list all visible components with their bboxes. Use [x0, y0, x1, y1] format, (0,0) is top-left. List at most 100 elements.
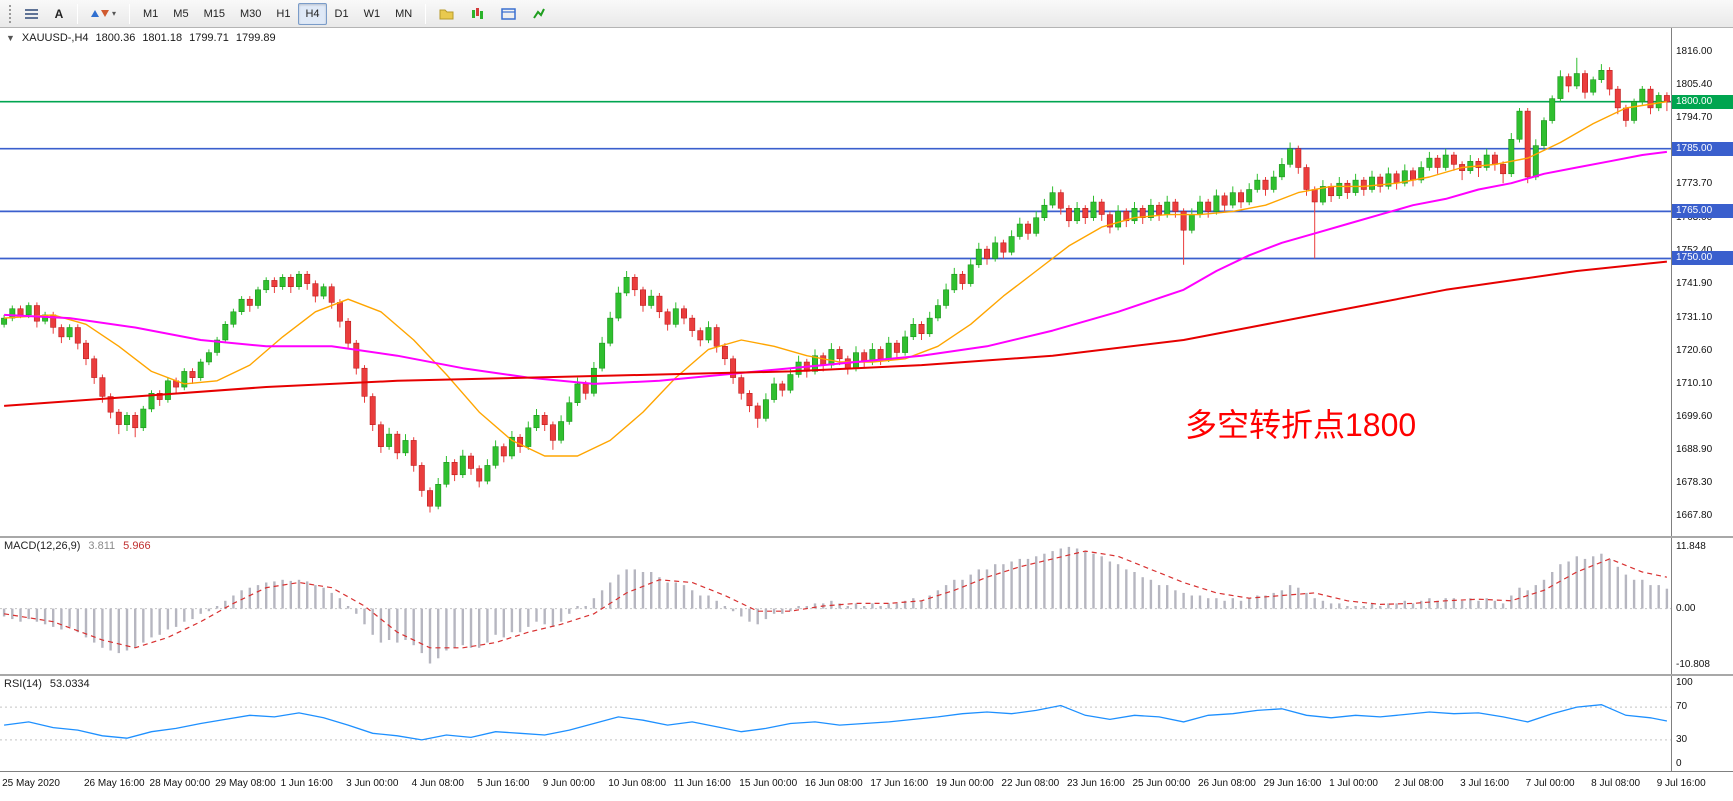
time-axis-label: 3 Jul 16:00 — [1460, 778, 1510, 789]
time-axis-label: 4 Jun 08:00 — [411, 778, 464, 789]
rsi-name: RSI(14) — [4, 678, 42, 690]
time-axis[interactable]: 25 May 2020 26 May 16:00 28 May 00:00 29 Ma… — [0, 771, 1733, 801]
one-click-trading-toggle[interactable]: ▼ — [6, 33, 15, 43]
timeframe-button-w1[interactable]: W1 — [357, 3, 388, 25]
rsi-axis-label: 0 — [1676, 758, 1682, 770]
chart-type-candles-button[interactable] — [463, 3, 492, 25]
rsi-axis-label: 30 — [1676, 733, 1688, 745]
price-axis-label: 1678.30 — [1676, 477, 1713, 489]
timeframe-button-m15[interactable]: M15 — [197, 3, 232, 25]
time-axis-label: 29 Jun 16:00 — [1263, 778, 1322, 789]
time-axis-label: 15 Jun 00:00 — [739, 778, 798, 789]
time-axis-label: 8 Jul 08:00 — [1591, 778, 1641, 789]
toolbar-separator — [129, 3, 131, 24]
time-axis-label: 29 May 08:00 — [215, 778, 276, 789]
new-window-button[interactable] — [494, 3, 523, 25]
toolbar: A ▾ M1 M5 M15 M30 H1 H4 D1 W1 MN — [0, 0, 1733, 28]
macd-panel-canvas[interactable] — [0, 538, 1671, 674]
rsi-axis[interactable]: 100 70 30 0 — [1671, 676, 1733, 771]
price-axis-label: 1805.40 — [1676, 78, 1713, 90]
time-axis-label: 22 Jun 08:00 — [1001, 778, 1060, 789]
price-axis-label: 1699.60 — [1676, 410, 1713, 422]
price-line-badge: 1750.00 — [1672, 251, 1733, 266]
price-line-badge: 1765.00 — [1672, 204, 1733, 219]
main-chart-canvas[interactable] — [0, 28, 1671, 536]
panel-splitter[interactable] — [0, 674, 1733, 676]
time-axis-label: 7 Jul 00:00 — [1525, 778, 1575, 789]
ohlc-close: 1799.89 — [235, 32, 276, 44]
price-axis-label: 1720.60 — [1676, 344, 1713, 356]
price-line-badge: 1785.00 — [1672, 141, 1733, 156]
price-axis-label: 1794.70 — [1676, 112, 1713, 124]
annotate-a-button[interactable]: A — [47, 3, 71, 25]
trend-tool-button[interactable] — [525, 3, 553, 25]
price-axis-label: 1741.90 — [1676, 277, 1713, 289]
up-arrow-icon — [91, 10, 99, 17]
time-axis-label: 1 Jul 00:00 — [1329, 778, 1378, 789]
timeframe-button-d1[interactable]: D1 — [328, 3, 356, 25]
ohlc-high: 1801.18 — [142, 32, 183, 44]
ma-fast-orange — [4, 101, 1668, 457]
rsi-panel: 100 70 30 0 RSI(14) 53.0334 — [0, 676, 1733, 771]
ma-mid-magenta — [4, 150, 1668, 385]
macd-signal-line — [4, 550, 1668, 649]
time-axis-label: 26 May 16:00 — [84, 778, 145, 789]
macd-axis[interactable]: 11.848 0.00 -10.808 — [1671, 538, 1733, 674]
main-chart-panel: 1816.001805.401794.701784.101773.701763.… — [0, 28, 1733, 536]
timeframe-button-h4[interactable]: H4 — [298, 2, 327, 25]
time-axis-label: 5 Jun 16:00 — [477, 778, 530, 789]
symbol-period-label: XAUUSD-,H4 — [21, 32, 89, 44]
time-axis-label: 10 Jun 08:00 — [608, 778, 667, 789]
timeframe-button-m5[interactable]: M5 — [166, 3, 195, 25]
time-axis-label: 1 Jun 16:00 — [280, 778, 333, 789]
templates-button[interactable] — [432, 3, 461, 25]
macd-signal-value: 5.966 — [123, 540, 151, 552]
time-axis-label: 25 May 2020 — [2, 778, 60, 789]
macd-name: MACD(12,26,9) — [4, 540, 81, 552]
templates-folder-icon — [439, 9, 454, 19]
chart-window-icon — [501, 7, 516, 20]
ma-lines-layer — [4, 101, 1668, 457]
candlestick-chart-icon — [472, 8, 484, 19]
timeframe-button-h1[interactable]: H1 — [269, 3, 297, 25]
quotes-grid-button[interactable] — [18, 3, 45, 25]
timeframe-button-m1[interactable]: M1 — [136, 3, 165, 25]
macd-axis-label: 0.00 — [1676, 602, 1696, 614]
macd-axis-label: 11.848 — [1676, 540, 1706, 552]
ma-slow-red — [4, 260, 1668, 407]
chart-annotation-text[interactable]: 多空转折点1800 — [1185, 407, 1417, 443]
main-price-axis[interactable]: 1816.001805.401794.701784.101773.701763.… — [1671, 28, 1733, 536]
macd-panel: 11.848 0.00 -10.808 MACD(12,26,9) 3.811 5.… — [0, 538, 1733, 674]
candles-layer — [1, 57, 1670, 513]
price-axis-label: 1773.70 — [1676, 178, 1713, 190]
toolbar-drag-handle[interactable] — [9, 4, 11, 23]
ohlc-low: 1799.71 — [189, 32, 229, 44]
price-axis-label: 1688.90 — [1676, 444, 1713, 456]
time-axis-label: 23 Jun 16:00 — [1066, 778, 1125, 789]
price-axis-label: 1667.80 — [1676, 510, 1713, 522]
price-axis-label: 1731.10 — [1676, 311, 1713, 323]
time-axis-label: 28 May 00:00 — [149, 778, 211, 789]
toolbar-separator — [425, 3, 427, 24]
timeframe-button-m30[interactable]: M30 — [233, 3, 268, 25]
cycle-arrows-button[interactable]: ▾ — [84, 3, 123, 25]
down-arrow-icon — [101, 10, 109, 17]
macd-axis-label: -10.808 — [1676, 659, 1710, 671]
panel-splitter[interactable] — [0, 536, 1733, 538]
timeframe-button-mn[interactable]: MN — [388, 3, 419, 25]
time-axis-label: 2 Jul 08:00 — [1394, 778, 1444, 789]
time-axis-label: 25 Jun 00:00 — [1132, 778, 1191, 789]
time-axis-label: 3 Jun 00:00 — [346, 778, 399, 789]
macd-indicator-label: MACD(12,26,9) 3.811 5.966 — [4, 540, 151, 552]
toolbar-separator — [77, 3, 78, 24]
chart-symbol-line: ▼ XAUUSD-,H4 1800.36 1801.18 1799.71 179… — [6, 32, 276, 44]
rsi-panel-canvas[interactable] — [0, 676, 1671, 771]
macd-histogram-layer — [2, 546, 1669, 664]
time-axis-label: 9 Jul 16:00 — [1656, 778, 1706, 789]
time-axis-label: 26 Jun 08:00 — [1198, 778, 1256, 789]
dropdown-caret-icon: ▾ — [112, 9, 117, 18]
rsi-axis-label: 70 — [1676, 701, 1688, 713]
price-axis-label: 1752.40 — [1676, 244, 1713, 256]
grid-lines-icon — [25, 8, 38, 19]
